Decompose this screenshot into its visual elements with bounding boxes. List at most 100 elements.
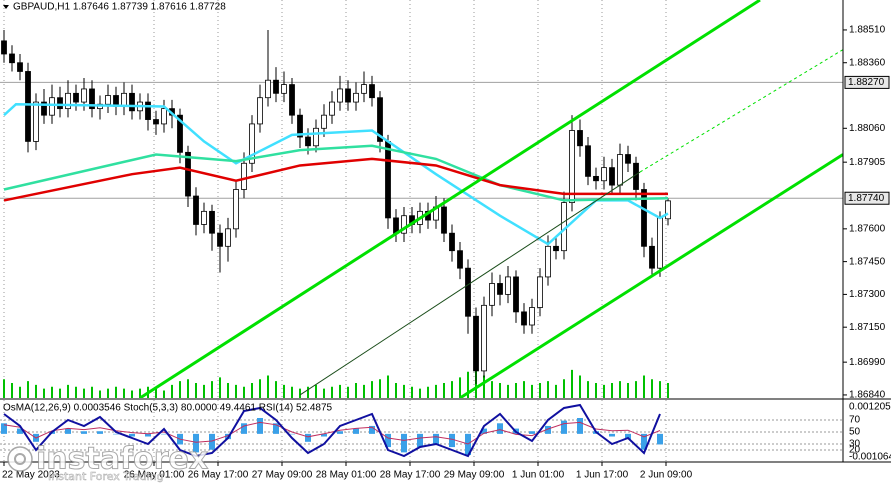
- candle-body: [665, 200, 671, 220]
- candle-body: [145, 101, 151, 120]
- volume-bar: [603, 384, 605, 398]
- candle-body: [249, 123, 255, 164]
- candle-body: [369, 84, 375, 99]
- candle-body: [233, 189, 239, 230]
- candle-body: [465, 267, 471, 317]
- axes: 1.88510 1.88360 1.88060 1.87905 1.87600 1.874…: [2, 25, 891, 481]
- osma-bar: [321, 433, 327, 437]
- candle-body: [81, 88, 87, 103]
- candle-body: [649, 245, 655, 269]
- volume-bar: [107, 388, 109, 398]
- volume-bar: [27, 381, 29, 398]
- channel-line: [139, 0, 761, 398]
- volume-bar: [339, 384, 341, 398]
- candle-body: [449, 232, 455, 252]
- volume-bar: [499, 383, 501, 398]
- candle-body: [129, 92, 135, 112]
- volume-bar: [595, 383, 597, 398]
- candle-body: [609, 167, 615, 186]
- candle-body: [377, 97, 383, 142]
- volume-bar: [411, 386, 413, 398]
- volume-bar: [219, 377, 221, 398]
- volume-bar: [483, 375, 485, 398]
- volume-bar: [179, 381, 181, 398]
- candle-body: [489, 283, 495, 306]
- volume-bar: [59, 388, 61, 398]
- osma-bar: [369, 425, 375, 434]
- volume-bar: [355, 383, 357, 398]
- candle-body: [537, 276, 543, 308]
- logo-name: instaforex: [36, 442, 208, 477]
- x-tick-label: 26 May 17:00: [188, 470, 249, 481]
- candle-body: [1, 40, 7, 55]
- volume-bar: [75, 386, 77, 398]
- volume-bar: [627, 383, 629, 398]
- osma-bar: [481, 428, 487, 434]
- candle-body: [617, 154, 623, 186]
- x-tick-label: 28 May 17:00: [380, 470, 441, 481]
- y-tick-label: 1.88360: [849, 57, 886, 68]
- candle-body: [257, 97, 263, 125]
- osma-bar: [449, 433, 455, 448]
- osma-bar: [113, 433, 119, 435]
- volume-bar: [331, 386, 333, 398]
- candle-body: [385, 141, 391, 219]
- osma-bar: [529, 431, 535, 434]
- volume-bar: [467, 371, 469, 398]
- candle-body: [265, 79, 271, 99]
- volume-bar: [419, 388, 421, 398]
- candle-body: [361, 84, 367, 94]
- volume-bar: [235, 384, 237, 398]
- volume-bar: [299, 388, 301, 398]
- candle-body: [25, 71, 31, 142]
- candle-body: [313, 127, 319, 147]
- candle-body: [625, 154, 631, 164]
- volume-bar: [371, 381, 373, 398]
- volume-bar: [315, 384, 317, 398]
- volume-bar: [99, 390, 101, 398]
- volume-bar: [67, 384, 69, 398]
- volume-bar: [291, 386, 293, 398]
- osma-bar: [81, 431, 87, 434]
- candle-body: [297, 114, 303, 138]
- x-tick-label: 22 May 2023: [2, 470, 60, 481]
- candle-body: [401, 215, 407, 234]
- moving-average: [3, 144, 669, 202]
- x-tick-label: 1 Jun 01:00: [512, 470, 565, 481]
- candle-body: [49, 97, 55, 116]
- candle-body: [553, 245, 559, 252]
- volume-bar: [587, 381, 589, 398]
- candle-body: [345, 88, 351, 103]
- volume-bar: [251, 383, 253, 398]
- candle-body: [497, 283, 503, 295]
- volume-bar: [171, 384, 173, 398]
- volume-bar: [403, 384, 405, 398]
- volume-bar: [43, 388, 45, 398]
- volume-bar: [11, 383, 13, 398]
- candle-body: [457, 250, 463, 269]
- candle-body: [185, 151, 191, 197]
- candle-body: [321, 114, 327, 129]
- volume-bar: [379, 379, 381, 398]
- candle-body: [481, 304, 487, 372]
- osma-bar: [657, 433, 663, 445]
- candle-body: [305, 136, 311, 147]
- volume-bar: [283, 384, 285, 398]
- x-tick-label: 27 May 09:00: [252, 470, 313, 481]
- candle-body: [9, 53, 15, 64]
- candle-body: [641, 189, 647, 247]
- volume-bar: [515, 383, 517, 398]
- y-tick-label: 1.87905: [849, 157, 886, 168]
- y-tick-label: 1.87600: [849, 223, 886, 234]
- osma-bar: [561, 420, 567, 434]
- candle-body: [521, 311, 527, 326]
- osma-bar: [289, 433, 295, 435]
- osc-tick-label: 50: [849, 427, 861, 438]
- candle-body: [577, 130, 583, 147]
- volume-bar: [203, 384, 205, 398]
- logo-icon-inner: [14, 453, 26, 465]
- osma-bar: [337, 431, 343, 434]
- menu-arrow[interactable]: [3, 5, 9, 9]
- osma-bar: [193, 433, 199, 453]
